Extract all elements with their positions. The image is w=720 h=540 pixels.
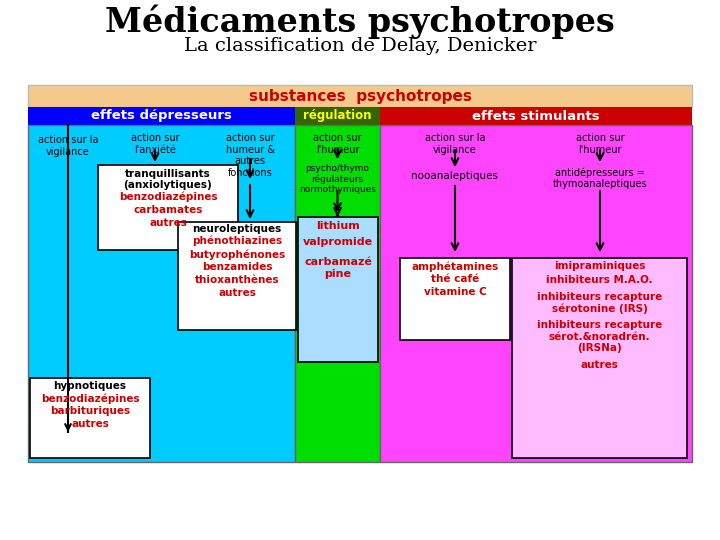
Text: inhibiteurs recapture
sérotonine (IRS): inhibiteurs recapture sérotonine (IRS) — [537, 292, 662, 314]
Text: action sur la
vigilance: action sur la vigilance — [425, 133, 485, 154]
Text: antidépresseurs =
thymoanaleptiques: antidépresseurs = thymoanaleptiques — [553, 167, 647, 189]
Text: thé café: thé café — [431, 274, 479, 284]
Text: benzamides: benzamides — [202, 262, 272, 272]
Bar — [298, 217, 378, 362]
Text: neuroleptiques: neuroleptiques — [192, 224, 282, 234]
Text: barbituriques: barbituriques — [50, 406, 130, 416]
Text: action sur
l'anxiété: action sur l'anxiété — [131, 133, 179, 154]
Text: thioxanthènes: thioxanthènes — [194, 275, 279, 285]
Text: La classification de Delay, Denicker: La classification de Delay, Denicker — [184, 37, 536, 55]
Text: action sur
l'humeur: action sur l'humeur — [313, 133, 362, 154]
Text: carbamazé
pine: carbamazé pine — [304, 257, 372, 279]
Bar — [380, 125, 692, 462]
Text: (anxiolytiques): (anxiolytiques) — [124, 180, 212, 190]
Text: autres: autres — [580, 360, 618, 370]
Text: phénothiazines: phénothiazines — [192, 236, 282, 246]
Text: inhibiteurs M.A.O.: inhibiteurs M.A.O. — [546, 275, 653, 285]
Bar — [400, 258, 510, 340]
Text: hypnotiques: hypnotiques — [53, 381, 127, 391]
Bar — [98, 165, 238, 250]
Text: tranquillisants: tranquillisants — [125, 169, 211, 179]
Text: autres: autres — [71, 419, 109, 429]
Bar — [512, 258, 687, 458]
Text: action sur
l'humeur: action sur l'humeur — [576, 133, 624, 154]
Bar — [28, 107, 295, 125]
Text: autres: autres — [218, 288, 256, 298]
Bar — [295, 107, 380, 125]
Bar — [380, 107, 692, 125]
Text: régulation: régulation — [303, 110, 372, 123]
Text: action sur la
vigilance: action sur la vigilance — [37, 135, 98, 157]
Text: inhibiteurs recapture
sérot.&noradrén.
(IRSNa): inhibiteurs recapture sérot.&noradrén. (… — [537, 320, 662, 353]
Text: benzodiazépines: benzodiazépines — [41, 393, 139, 403]
Text: vitamine C: vitamine C — [423, 287, 487, 297]
Text: psycho/thymo
régulateurs
normothymiques: psycho/thymo régulateurs normothymiques — [299, 164, 376, 194]
Text: action sur
humeur &
autres
fonctions: action sur humeur & autres fonctions — [225, 133, 274, 178]
Bar — [30, 378, 150, 458]
Bar — [28, 85, 692, 107]
Text: amphétamines: amphétamines — [411, 261, 499, 272]
Text: carbamates: carbamates — [133, 205, 203, 215]
Text: effets stimulants: effets stimulants — [472, 110, 600, 123]
Bar — [295, 125, 380, 462]
Text: benzodiazépines: benzodiazépines — [119, 192, 217, 202]
Bar — [178, 222, 296, 330]
Text: nooanaleptiques: nooanaleptiques — [412, 171, 498, 181]
Text: substances  psychotropes: substances psychotropes — [248, 89, 472, 104]
Text: valpromide: valpromide — [303, 237, 373, 247]
Text: Médicaments psychotropes: Médicaments psychotropes — [105, 5, 615, 39]
Text: autres: autres — [149, 218, 187, 228]
Text: imipraminiques: imipraminiques — [554, 261, 645, 271]
Text: lithium: lithium — [316, 221, 360, 231]
Text: butyrophénones: butyrophénones — [189, 249, 285, 260]
Bar — [28, 125, 295, 462]
Text: effets dépresseurs: effets dépresseurs — [91, 110, 232, 123]
